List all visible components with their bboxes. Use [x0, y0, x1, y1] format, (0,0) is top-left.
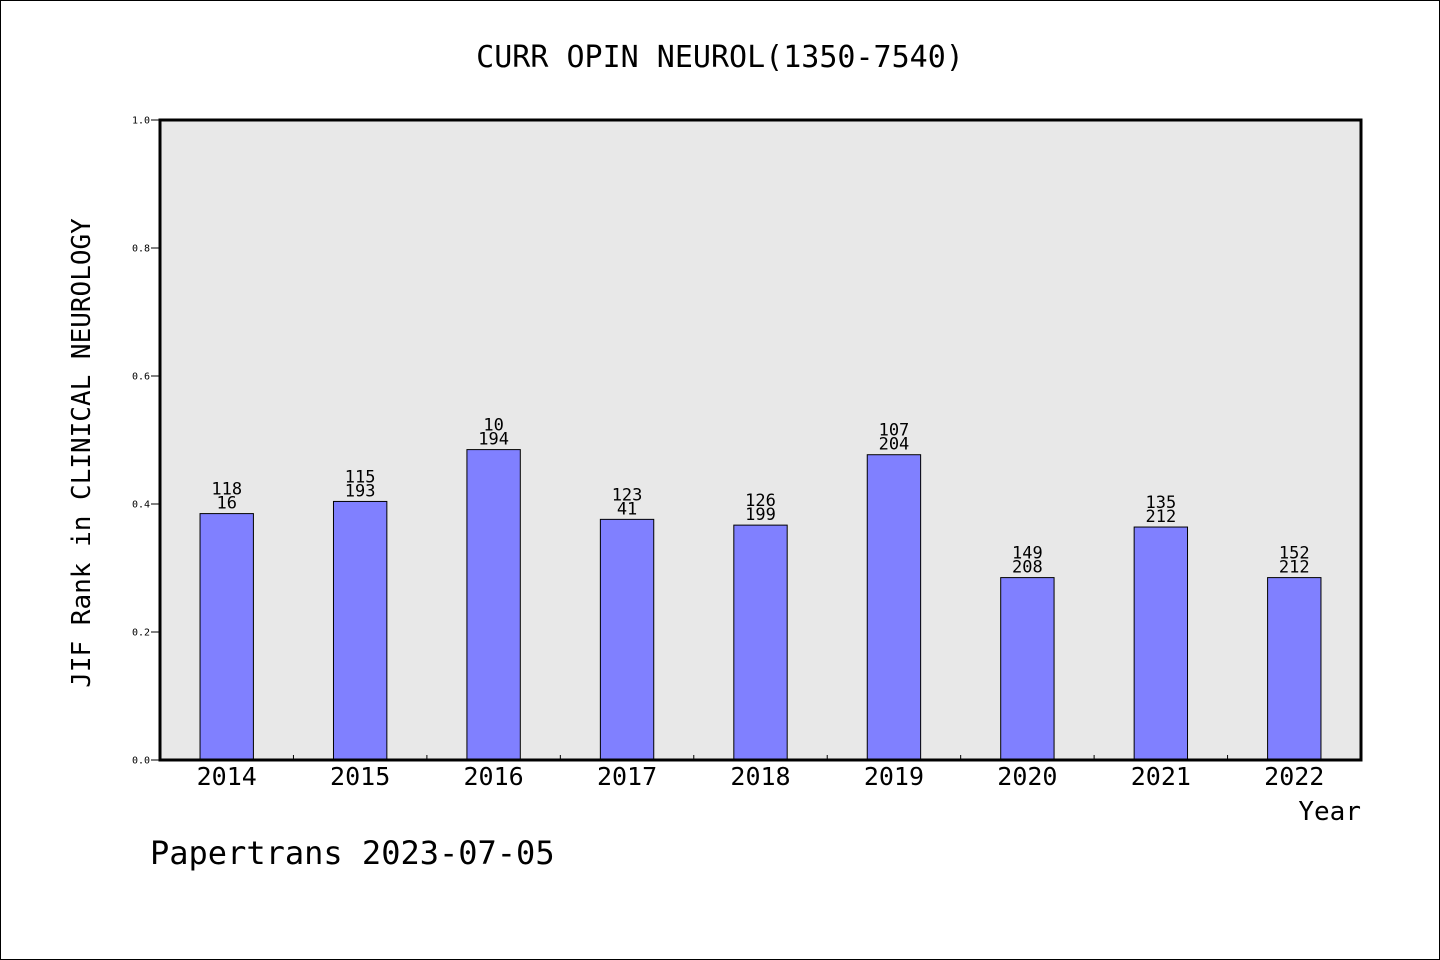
bar-label-bottom-2019: 204 [879, 435, 910, 455]
y-axis-label: JIF Rank in CLINICAL NEUROLOGY [67, 218, 97, 688]
x-tick-label: 2019 [864, 762, 924, 791]
bar-label-top-2014: 118 [211, 480, 242, 500]
footer-credit: Papertrans 2023-07-05 [150, 834, 555, 872]
bar-2016 [466, 449, 521, 761]
plot-border [158, 118, 1363, 762]
bar-label-top-2018: 126 [745, 491, 776, 511]
x-tick-label: 2016 [464, 762, 524, 791]
y-tick-label: 1.0 [132, 116, 150, 127]
bar-2021 [1133, 526, 1189, 761]
bar-label-top-2021: 135 [1145, 493, 1176, 513]
x-axis-label: Year [1298, 797, 1361, 827]
y-tick-label: 0.4 [132, 500, 150, 511]
bar-label-bottom-2014: 16 [216, 494, 236, 514]
y-tick-label: 0.6 [132, 372, 150, 383]
y-tick-label: 0.2 [132, 628, 150, 639]
y-axis: 0.0 0.2 0.4 0.6 0.8 1.0 [132, 116, 160, 767]
bar-label-bottom-2016: 194 [478, 430, 509, 450]
x-axis: 2014 2015 2016 2017 2018 2019 2020 2021 2022 [197, 755, 1324, 791]
bar-2018 [733, 524, 788, 761]
bar-label-top-2019: 107 [879, 421, 910, 441]
x-tick-label: 2015 [330, 762, 390, 791]
bar-2017 [599, 518, 655, 761]
bar-2020 [1000, 577, 1055, 761]
bar-label-bottom-2020: 208 [1012, 558, 1043, 578]
bar-label-bottom-2022: 212 [1279, 558, 1310, 578]
x-tick-label: 2014 [197, 762, 257, 791]
bar-label-top-2016: 10 [483, 416, 503, 436]
bar-label-top-2017: 123 [612, 485, 643, 505]
bar-label-top-2020: 149 [1012, 544, 1043, 564]
x-tick-label: 2018 [730, 762, 790, 791]
bar-label-top-2022: 152 [1279, 544, 1310, 564]
x-tick-label: 2021 [1131, 762, 1191, 791]
bar-label-bottom-2021: 212 [1145, 507, 1176, 527]
bar-label-bottom-2017: 41 [617, 499, 637, 519]
bar-label-bottom-2015: 193 [345, 481, 376, 501]
x-tick-label: 2017 [597, 762, 657, 791]
y-tick-label: 0.8 [132, 244, 150, 255]
chart-title: CURR OPIN NEUROL(1350-7540) [476, 40, 964, 75]
y-tick-label: 0.0 [132, 756, 150, 767]
bar-2022 [1267, 577, 1322, 761]
bar-2015 [332, 500, 388, 761]
bar-label-bottom-2018: 199 [745, 505, 776, 525]
x-tick-label: 2022 [1264, 762, 1324, 791]
x-tick-label: 2020 [997, 762, 1057, 791]
bar-label-top-2015: 115 [345, 467, 376, 487]
bar-2014 [199, 513, 254, 761]
bar-2019 [866, 454, 922, 761]
